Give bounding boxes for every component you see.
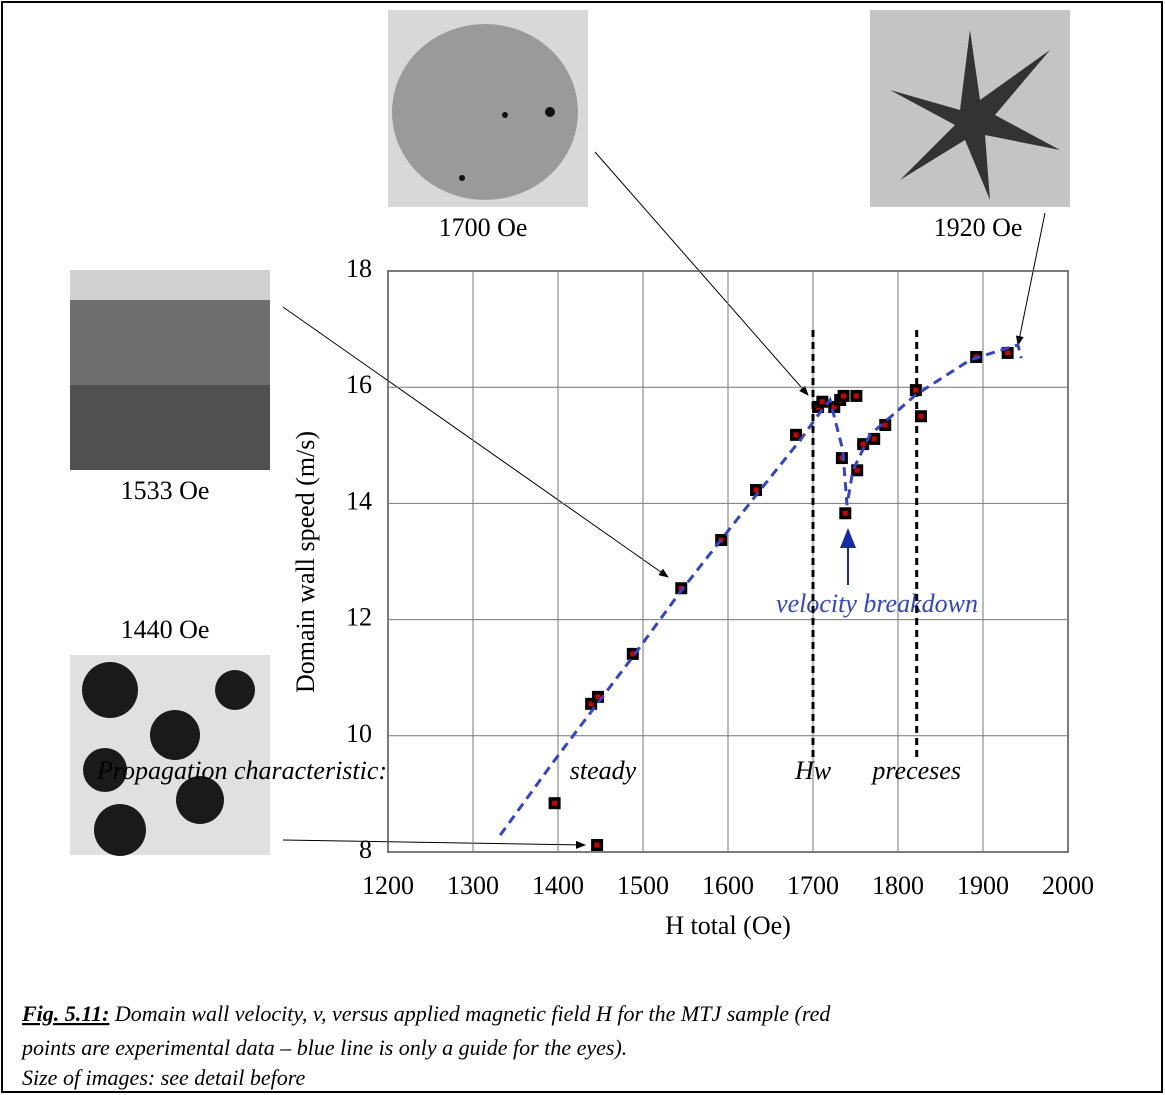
data-point	[868, 432, 881, 445]
image-label: 1700 Oe	[439, 213, 528, 242]
arrows	[282, 151, 1046, 849]
data-point	[548, 797, 561, 810]
guide-line	[498, 342, 1023, 837]
point-fill	[588, 701, 594, 707]
image-label: 1920 Oe	[934, 213, 1023, 242]
point-fill	[913, 387, 919, 393]
figure-number: Fig. 5.11:	[21, 1001, 109, 1026]
x-tick-label: 1300	[447, 871, 499, 900]
x-tick-label: 1700	[787, 871, 839, 900]
point-fill	[594, 842, 600, 848]
data-point	[851, 464, 864, 477]
data-point	[750, 484, 763, 497]
caption-line: Fig. 5.11: Domain wall velocity, v, vers…	[21, 1001, 831, 1026]
x-tick-label: 1200	[362, 871, 414, 900]
x-tick-label: 1800	[872, 871, 924, 900]
data-point	[816, 395, 829, 408]
data-point	[839, 507, 852, 520]
data-point	[909, 384, 922, 397]
x-tick-label: 1400	[532, 871, 584, 900]
data-point	[879, 418, 892, 431]
point-fill	[831, 404, 837, 410]
image-1440	[70, 655, 270, 856]
image-label: 1440 Oe	[121, 615, 210, 644]
caption-line: points are experimental data – blue line…	[20, 1035, 627, 1060]
point-fill	[853, 393, 859, 399]
point-fill	[552, 800, 558, 806]
y-axis-label: Domain wall speed (m/s)	[291, 431, 320, 693]
point-fill	[854, 467, 860, 473]
y-tick-label: 10	[346, 719, 372, 748]
point-fill	[918, 413, 924, 419]
reference-label: Hw	[794, 756, 832, 785]
y-tick-label: 16	[346, 370, 372, 399]
point-fill	[1005, 350, 1011, 356]
point-fill	[882, 422, 888, 428]
caption-text: Domain wall velocity, v, versus applied …	[109, 1001, 831, 1026]
data-point	[837, 389, 850, 402]
image-1700	[388, 10, 588, 207]
image-1920	[870, 10, 1070, 207]
point-fill	[595, 694, 601, 700]
y-tick-label: 14	[346, 486, 372, 515]
point-fill	[630, 651, 636, 657]
data-point	[850, 389, 863, 402]
x-tick-label: 1500	[617, 871, 669, 900]
caption-line: Size of images: see detail before	[22, 1065, 306, 1090]
data-point	[914, 410, 927, 423]
point-fill	[841, 393, 847, 399]
point-fill	[871, 436, 877, 442]
point-fill	[860, 441, 866, 447]
point-fill	[753, 487, 759, 493]
x-axis-label: H total (Oe)	[665, 911, 791, 940]
y-tick-label: 8	[359, 835, 372, 864]
reference-label: preceses	[870, 756, 961, 785]
steady-label: steady	[570, 756, 637, 785]
x-tick-label: 1900	[957, 871, 1009, 900]
point-fill	[819, 399, 825, 405]
data-point	[790, 428, 802, 441]
image-1533	[70, 270, 270, 470]
x-tick-label: 2000	[1042, 871, 1094, 900]
y-tick-label: 18	[346, 254, 372, 283]
y-tick-label: 12	[346, 603, 372, 632]
data-point	[591, 839, 604, 852]
point-fill	[793, 432, 799, 438]
image-label: 1533 Oe	[121, 476, 210, 505]
x-tick-label: 1600	[702, 871, 754, 900]
annotation: velocity breakdown	[776, 589, 978, 618]
propagation-label: Propagation characteristic:	[96, 756, 387, 785]
point-fill	[842, 510, 848, 516]
